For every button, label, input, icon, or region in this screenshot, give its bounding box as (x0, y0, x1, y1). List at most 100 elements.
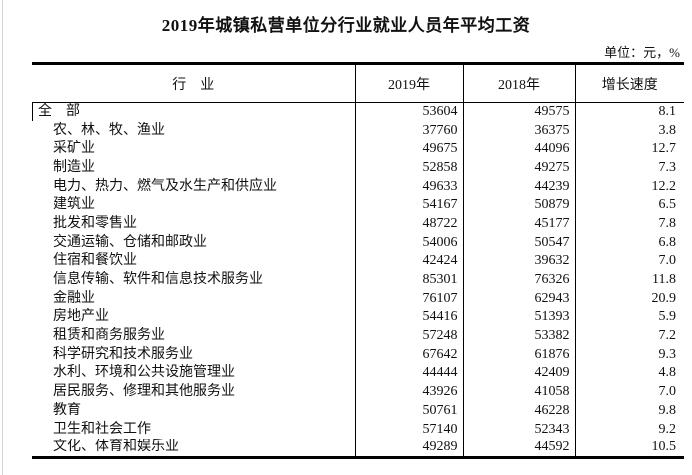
value-2018-cell: 41058 (462, 382, 575, 402)
value-2018-cell: 44239 (462, 177, 575, 196)
table-row: 教育 50761 46228 9.8 (32, 401, 684, 421)
value-2019-cell: 54416 (354, 308, 463, 327)
value-2019-cell: 49675 (354, 139, 463, 159)
value-2018-cell: 51393 (462, 308, 575, 327)
header-row: 行 业 2019年 2018年 增长速度 (32, 63, 684, 103)
value-2019-cell: 50761 (354, 401, 463, 421)
growth-cell: 7.8 (574, 214, 684, 234)
table-row: 金融业 76107 62943 20.9 (32, 289, 684, 309)
value-2019-cell: 37760 (354, 121, 463, 140)
value-2018-cell: 46228 (462, 401, 575, 421)
table-row: 信息传输、软件和信息技术服务业 85301 76326 11.8 (32, 270, 684, 290)
growth-cell: 7.2 (574, 326, 684, 346)
table-row: 农、林、牧、渔业 37760 36375 3.8 (32, 121, 684, 140)
industry-cell: 教育 (53, 402, 81, 418)
value-2018-cell: 42409 (462, 364, 575, 383)
value-2019-cell: 76107 (354, 289, 463, 309)
page-edge-line (2, 0, 3, 475)
table-row: 居民服务、修理和其他服务业 43926 41058 7.0 (32, 382, 684, 402)
growth-cell: 9.3 (574, 345, 684, 365)
growth-cell: 9.2 (574, 420, 684, 439)
growth-cell: 7.0 (574, 252, 684, 271)
value-2019-cell: 57248 (354, 326, 463, 346)
wage-table: 行 业 2019年 2018年 增长速度 全 部 53604 49575 8.1… (32, 62, 684, 460)
value-2019-cell: 49633 (354, 177, 463, 196)
col-header-2018: 2018年 (462, 63, 575, 103)
industry-cell: 交通运输、仓储和邮政业 (53, 234, 207, 250)
value-2019-cell: 43926 (354, 382, 463, 402)
value-2018-cell: 49575 (462, 102, 575, 122)
industry-cell: 水利、环境和公共设施管理业 (53, 365, 235, 381)
growth-cell: 12.2 (574, 177, 684, 196)
value-2019-cell: 53604 (354, 102, 463, 122)
industry-cell: 文化、体育和娱乐业 (53, 439, 179, 455)
wage-table-wrap: 行 业 2019年 2018年 增长速度 全 部 53604 49575 8.1… (32, 62, 684, 460)
growth-cell: 6.8 (574, 233, 684, 252)
table-row: 住宿和餐饮业 42424 39632 7.0 (32, 252, 684, 271)
value-2019-cell: 67642 (354, 345, 463, 365)
table-row: 全 部 53604 49575 8.1 (32, 102, 684, 122)
table-row: 卫生和社会工作 57140 52343 9.2 (32, 420, 684, 439)
value-2018-cell: 53382 (462, 326, 575, 346)
unit-label: 单位：元，% (604, 45, 680, 60)
industry-cell: 科学研究和技术服务业 (53, 346, 193, 362)
value-2018-cell: 49275 (462, 158, 575, 178)
growth-cell: 11.8 (574, 270, 684, 290)
growth-cell: 7.3 (574, 158, 684, 178)
table-row: 科学研究和技术服务业 67642 61876 9.3 (32, 345, 684, 365)
table-row: 批发和零售业 48722 45177 7.8 (32, 214, 684, 234)
growth-cell: 6.5 (574, 195, 684, 215)
value-2019-cell: 42424 (354, 252, 463, 271)
col-header-industry: 行 业 (32, 63, 355, 103)
growth-cell: 10.5 (574, 438, 684, 458)
industry-cell: 建筑业 (53, 197, 95, 213)
value-2019-cell: 54006 (354, 233, 463, 252)
value-2018-cell: 45177 (462, 214, 575, 234)
growth-cell: 4.8 (574, 364, 684, 383)
growth-cell: 3.8 (574, 121, 684, 140)
page-title: 2019年城镇私营单位分行业就业人员年平均工资 (161, 16, 531, 35)
growth-cell: 5.9 (574, 308, 684, 327)
industry-cell: 批发和零售业 (53, 215, 137, 231)
value-2019-cell: 44444 (354, 364, 463, 383)
value-2019-cell: 52858 (354, 158, 463, 178)
value-2019-cell: 54167 (354, 195, 463, 215)
table-row: 水利、环境和公共设施管理业 44444 42409 4.8 (32, 364, 684, 383)
table-row: 交通运输、仓储和邮政业 54006 50547 6.8 (32, 233, 684, 252)
industry-cell: 租赁和商务服务业 (53, 328, 165, 344)
value-2018-cell: 44592 (462, 438, 575, 458)
industry-cell: 制造业 (53, 159, 95, 175)
value-2019-cell: 85301 (354, 270, 463, 290)
col-header-2019: 2019年 (354, 63, 463, 103)
value-2018-cell: 36375 (462, 121, 575, 140)
value-2018-cell: 76326 (462, 270, 575, 290)
value-2019-cell: 49289 (354, 438, 463, 458)
industry-cell: 电力、热力、燃气及水生产和供应业 (53, 178, 277, 194)
industry-cell: 全 部 (38, 104, 80, 120)
table-row: 租赁和商务服务业 57248 53382 7.2 (32, 326, 684, 346)
growth-cell: 7.0 (574, 382, 684, 402)
growth-cell: 9.8 (574, 401, 684, 421)
industry-cell: 采矿业 (53, 141, 95, 157)
value-2018-cell: 61876 (462, 345, 575, 365)
value-2018-cell: 39632 (462, 252, 575, 271)
table-row: 采矿业 49675 44096 12.7 (32, 139, 684, 159)
industry-cell: 住宿和餐饮业 (53, 253, 137, 269)
col-header-growth: 增长速度 (574, 63, 684, 103)
value-2018-cell: 62943 (462, 289, 575, 309)
growth-cell: 8.1 (574, 102, 684, 122)
table-row: 文化、体育和娱乐业 49289 44592 10.5 (32, 438, 684, 458)
industry-cell: 卫生和社会工作 (53, 421, 151, 437)
value-2018-cell: 52343 (462, 420, 575, 439)
table-row: 建筑业 54167 50879 6.5 (32, 195, 684, 215)
table-left-border-stub (32, 102, 33, 121)
value-2018-cell: 50547 (462, 233, 575, 252)
growth-cell: 12.7 (574, 139, 684, 159)
table-row: 电力、热力、燃气及水生产和供应业 49633 44239 12.2 (32, 177, 684, 196)
table-row: 制造业 52858 49275 7.3 (32, 158, 684, 178)
industry-cell: 农、林、牧、渔业 (53, 122, 165, 138)
industry-cell: 信息传输、软件和信息技术服务业 (53, 272, 263, 288)
value-2018-cell: 44096 (462, 139, 575, 159)
industry-cell: 金融业 (53, 290, 95, 306)
